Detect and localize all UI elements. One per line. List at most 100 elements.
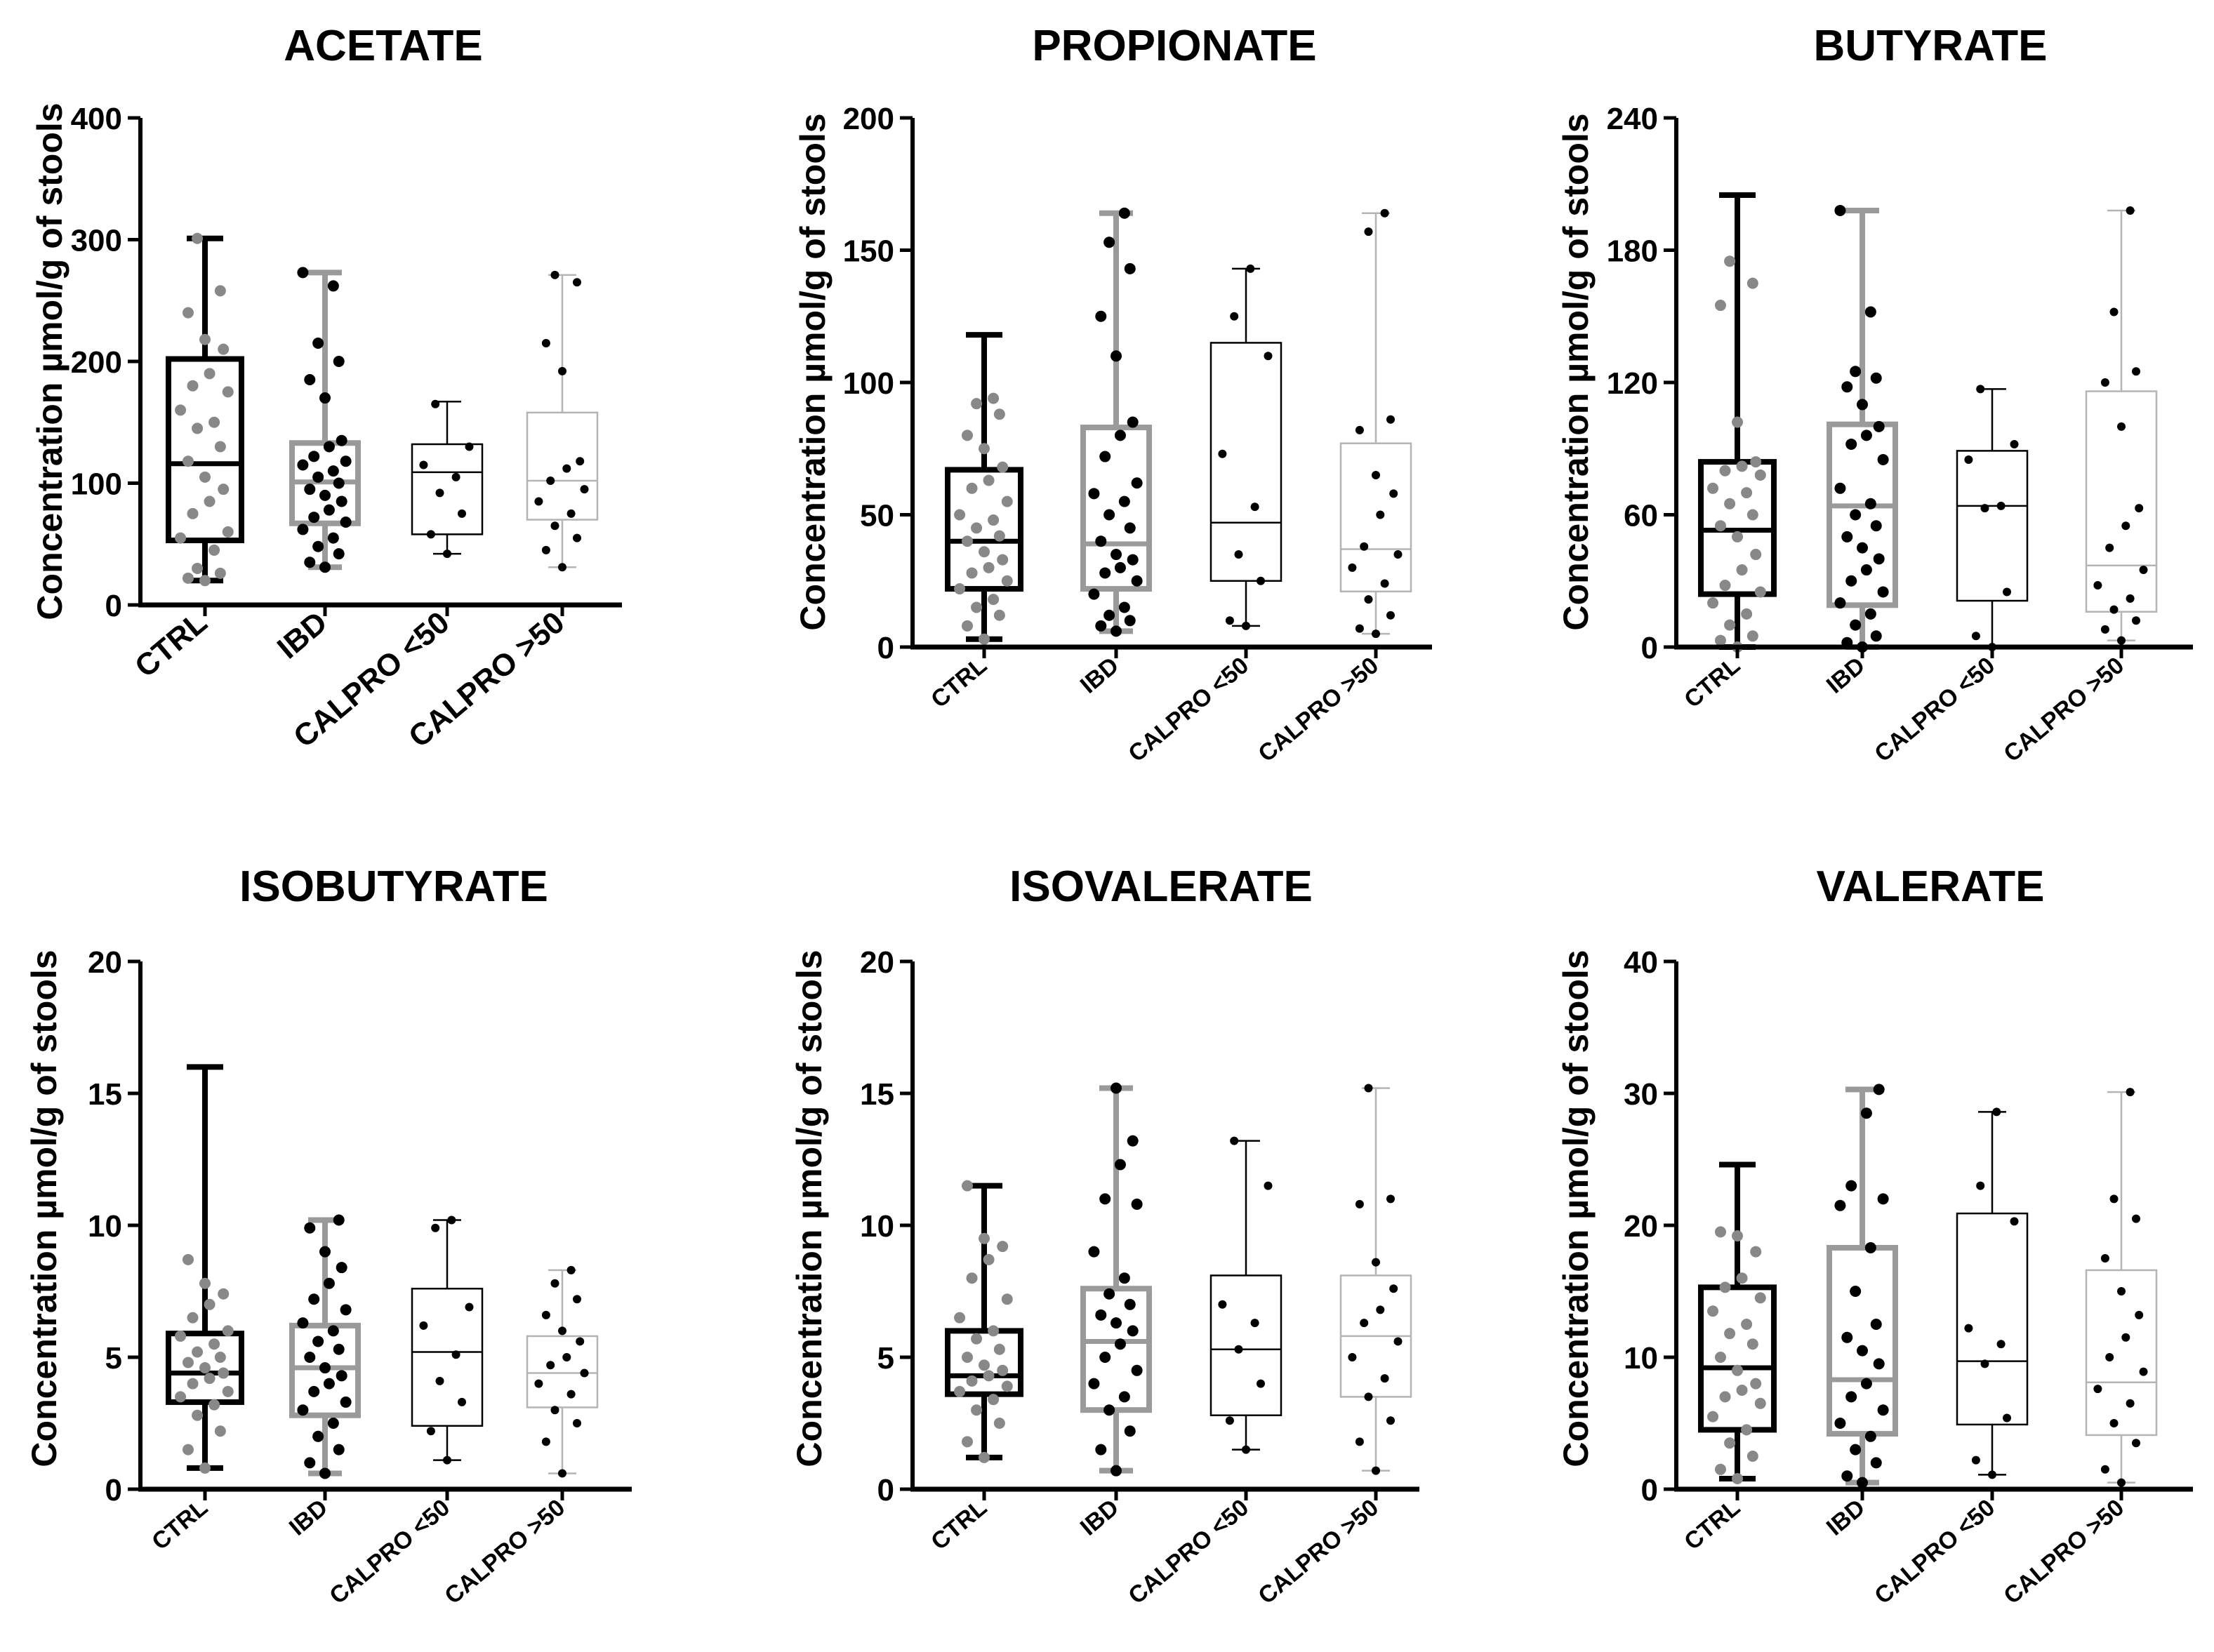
data-point <box>2109 1194 2119 1204</box>
data-point <box>550 270 559 279</box>
data-point <box>1834 1418 1846 1429</box>
iqr-box <box>1209 1274 1282 1416</box>
data-point <box>1127 1135 1139 1147</box>
data-point <box>2135 1310 2144 1319</box>
x-tick-label: CALPRO >50 <box>439 1494 570 1610</box>
iqr-box <box>526 1335 599 1408</box>
data-point <box>319 1246 331 1258</box>
data-point <box>458 509 466 518</box>
data-point <box>1746 630 1758 642</box>
data-point <box>218 343 230 355</box>
data-point <box>327 1418 339 1429</box>
data-point <box>580 1368 589 1378</box>
data-point <box>1877 1193 1889 1205</box>
iqr-box <box>526 411 599 521</box>
data-point <box>1964 455 1973 464</box>
data-point <box>1864 306 1876 318</box>
data-point <box>1736 460 1748 472</box>
box-group-calpro-50 <box>1339 1084 1412 1475</box>
data-point <box>1131 477 1143 489</box>
data-point <box>1364 227 1373 237</box>
data-point <box>1095 1309 1107 1321</box>
data-point <box>304 1352 316 1363</box>
data-point <box>1001 1380 1013 1392</box>
y-tick-label: 180 <box>1607 234 1658 268</box>
y-tick-label: 300 <box>71 223 122 258</box>
data-point <box>1095 310 1107 322</box>
data-point <box>319 1467 331 1479</box>
data-point <box>208 1338 220 1350</box>
data-point <box>550 521 559 531</box>
data-point <box>175 532 187 544</box>
box-group-ctrl <box>166 1064 244 1474</box>
data-point <box>2109 1419 2119 1427</box>
data-point <box>1971 1456 1980 1465</box>
data-point <box>988 1394 1000 1406</box>
data-point <box>1114 429 1126 441</box>
iqr-box <box>1080 1286 1152 1413</box>
y-tick-label: 240 <box>1607 102 1658 136</box>
data-point <box>192 562 204 574</box>
data-point <box>1355 1199 1364 1208</box>
data-point <box>1386 1194 1395 1204</box>
data-point <box>447 1215 456 1225</box>
data-point <box>1118 207 1130 219</box>
data-point <box>954 583 966 595</box>
y-axis-label: Concentration µmol/g of stools <box>25 950 64 1467</box>
data-point <box>2126 1399 2135 1408</box>
panel-isobutyrate: ISOBUTYRATE Concentration µmol/g of stoo… <box>25 862 632 1610</box>
data-point <box>208 1399 220 1411</box>
iqr-box <box>945 467 1023 592</box>
data-point <box>465 1303 474 1312</box>
data-point <box>1124 615 1136 627</box>
data-point <box>327 465 339 477</box>
data-point <box>1877 586 1889 598</box>
data-point <box>1393 1337 1403 1346</box>
y-tick-label: 0 <box>105 1473 122 1507</box>
data-point <box>2093 1385 2102 1394</box>
data-point <box>182 307 194 319</box>
data-point <box>1724 255 1736 267</box>
chart-title: BUTYRATE <box>1814 22 2048 70</box>
data-point <box>1864 608 1876 620</box>
data-point <box>1380 579 1389 588</box>
data-point <box>1264 1181 1273 1190</box>
chart-title: ACETATE <box>284 22 483 70</box>
box-group-calpro-50 <box>1209 264 1282 630</box>
data-point <box>199 471 211 483</box>
data-point <box>214 1425 226 1437</box>
data-point <box>308 1293 320 1305</box>
data-point <box>1834 204 1846 216</box>
data-point <box>182 1253 194 1265</box>
data-point <box>2100 1465 2109 1474</box>
iqr-box <box>166 1331 244 1405</box>
chart-title: PROPIONATE <box>1032 22 1316 70</box>
data-point <box>297 1404 309 1416</box>
y-axis-label: Concentration µmol/g of stools <box>30 102 69 620</box>
data-point <box>1111 1465 1122 1477</box>
data-point <box>1857 1345 1868 1357</box>
data-point <box>576 1337 585 1346</box>
data-point <box>988 1325 1000 1337</box>
box-group-calpro-50 <box>526 270 599 572</box>
data-point <box>1111 1082 1122 1094</box>
x-tick-label: CALPRO <50 <box>1869 1494 2000 1610</box>
x-tick-label: CTRL <box>926 652 992 713</box>
data-point <box>2105 543 2114 552</box>
data-point <box>1732 1472 1743 1484</box>
iqr-box <box>1827 1244 1898 1437</box>
data-point <box>333 548 345 560</box>
data-point <box>1111 1317 1122 1329</box>
data-point <box>573 278 581 287</box>
x-tick-label: CALPRO >50 <box>1253 1494 1384 1610</box>
data-point <box>558 563 566 572</box>
data-point <box>199 1362 211 1374</box>
data-point <box>2117 636 2126 645</box>
data-point <box>546 1361 555 1370</box>
data-point <box>458 1397 466 1406</box>
y-tick-label: 10 <box>88 1209 122 1244</box>
x-tick-label: IBD <box>1822 1494 1870 1541</box>
data-point <box>576 457 585 466</box>
data-point <box>966 1375 978 1387</box>
